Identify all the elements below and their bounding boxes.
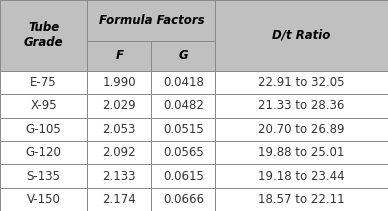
Text: D/t Ratio: D/t Ratio xyxy=(272,29,331,42)
Bar xyxy=(215,118,388,141)
Text: 21.33 to 28.36: 21.33 to 28.36 xyxy=(258,99,345,112)
Text: X-95: X-95 xyxy=(30,99,57,112)
Bar xyxy=(0,118,87,141)
Bar xyxy=(151,164,215,188)
Text: 0.0666: 0.0666 xyxy=(163,193,204,206)
Text: Tube
Grade: Tube Grade xyxy=(24,21,64,49)
Bar xyxy=(215,141,388,164)
Bar xyxy=(87,141,151,164)
Text: 2.092: 2.092 xyxy=(102,146,136,159)
Bar xyxy=(0,94,87,118)
Text: F: F xyxy=(115,49,123,62)
Bar xyxy=(87,41,151,71)
Bar xyxy=(0,71,87,94)
Text: G: G xyxy=(178,49,188,62)
Text: 2.029: 2.029 xyxy=(102,99,136,112)
Bar xyxy=(0,188,87,211)
Text: Formula Factors: Formula Factors xyxy=(99,14,204,27)
Text: G-120: G-120 xyxy=(26,146,62,159)
Bar xyxy=(87,164,151,188)
Text: 0.0565: 0.0565 xyxy=(163,146,204,159)
Bar xyxy=(0,141,87,164)
Text: 2.133: 2.133 xyxy=(102,170,136,183)
Text: S-135: S-135 xyxy=(27,170,61,183)
Bar xyxy=(151,118,215,141)
Bar xyxy=(87,118,151,141)
Text: E-75: E-75 xyxy=(30,76,57,89)
Text: 0.0482: 0.0482 xyxy=(163,99,204,112)
Text: 19.18 to 23.44: 19.18 to 23.44 xyxy=(258,170,345,183)
Text: 2.174: 2.174 xyxy=(102,193,136,206)
Text: 0.0615: 0.0615 xyxy=(163,170,204,183)
Bar xyxy=(87,188,151,211)
Bar xyxy=(215,94,388,118)
Text: V-150: V-150 xyxy=(27,193,61,206)
Bar xyxy=(151,41,215,71)
Text: 2.053: 2.053 xyxy=(102,123,136,136)
Bar xyxy=(0,164,87,188)
Text: 20.70 to 26.89: 20.70 to 26.89 xyxy=(258,123,345,136)
Bar xyxy=(87,0,215,41)
Bar xyxy=(215,188,388,211)
Bar xyxy=(151,141,215,164)
Text: 22.91 to 32.05: 22.91 to 32.05 xyxy=(258,76,345,89)
Bar xyxy=(215,71,388,94)
Text: G-105: G-105 xyxy=(26,123,62,136)
Text: 0.0515: 0.0515 xyxy=(163,123,204,136)
Text: 0.0418: 0.0418 xyxy=(163,76,204,89)
Bar xyxy=(151,94,215,118)
Text: 1.990: 1.990 xyxy=(102,76,136,89)
Bar xyxy=(151,71,215,94)
Bar xyxy=(215,0,388,71)
Bar xyxy=(87,71,151,94)
Bar xyxy=(215,164,388,188)
Bar xyxy=(151,188,215,211)
Text: 19.88 to 25.01: 19.88 to 25.01 xyxy=(258,146,345,159)
Bar xyxy=(87,94,151,118)
Text: 18.57 to 22.11: 18.57 to 22.11 xyxy=(258,193,345,206)
Bar xyxy=(0,0,87,71)
